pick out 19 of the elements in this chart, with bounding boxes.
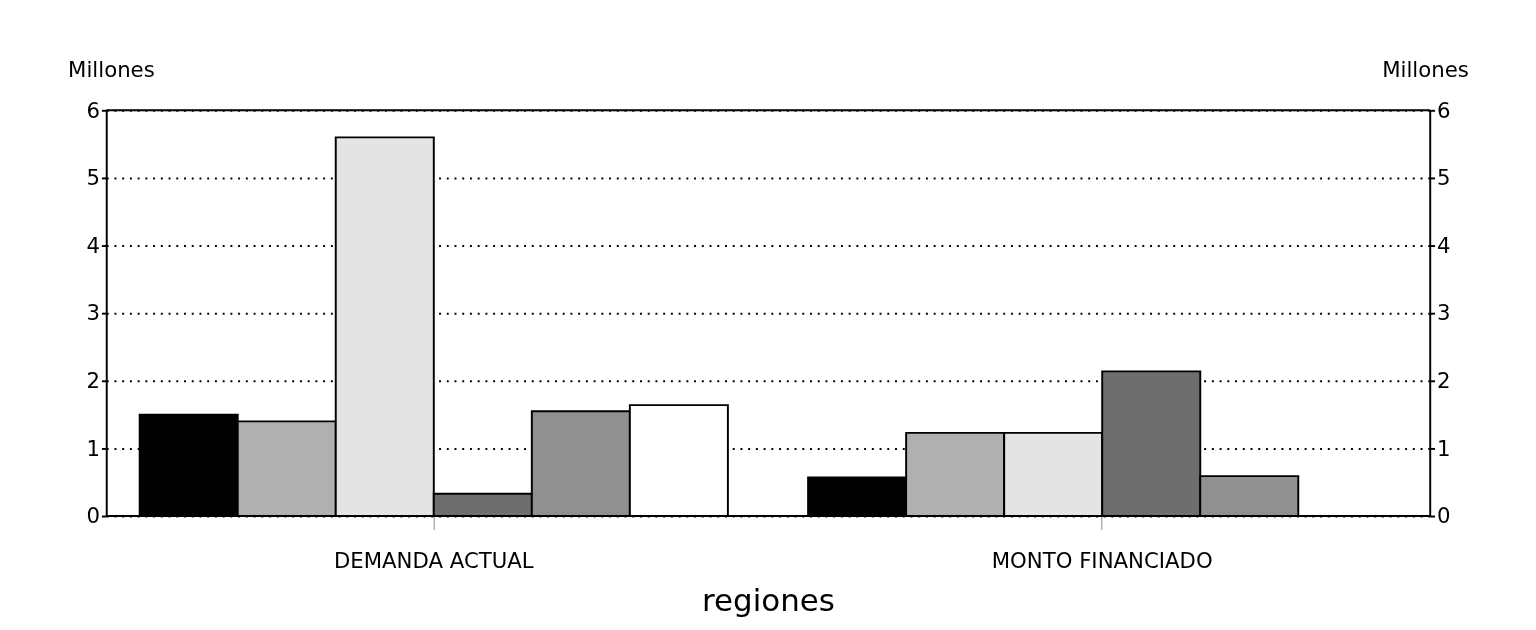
y-axis-title: Millones xyxy=(68,56,155,82)
y-tick-label: 4 xyxy=(86,232,100,258)
y-tick-label: 5 xyxy=(86,165,100,191)
y-tick-label: 2 xyxy=(86,368,100,394)
y2-tick-label: 1 xyxy=(1436,435,1451,461)
x-tick-label: DEMANDA ACTUAL xyxy=(333,547,534,573)
y2-tick-label: 4 xyxy=(1436,232,1451,258)
y-tick-label: 6 xyxy=(86,97,100,123)
y2-tick-label: 6 xyxy=(1436,97,1451,123)
y2-tick-label: 0 xyxy=(1436,503,1451,529)
y-tick-label: 3 xyxy=(86,300,100,326)
y2-tick-label: 2 xyxy=(1436,368,1451,394)
y-tick-label: 1 xyxy=(86,435,100,461)
y2-tick-label: 3 xyxy=(1436,300,1451,326)
y2-tick-label: 5 xyxy=(1436,165,1451,191)
y-tick-label: 0 xyxy=(86,503,100,529)
x-axis-title: regiones xyxy=(702,582,835,619)
y2-axis-title: Millones xyxy=(1382,56,1469,82)
x-tick-label: MONTO FINANCIADO xyxy=(991,547,1213,573)
